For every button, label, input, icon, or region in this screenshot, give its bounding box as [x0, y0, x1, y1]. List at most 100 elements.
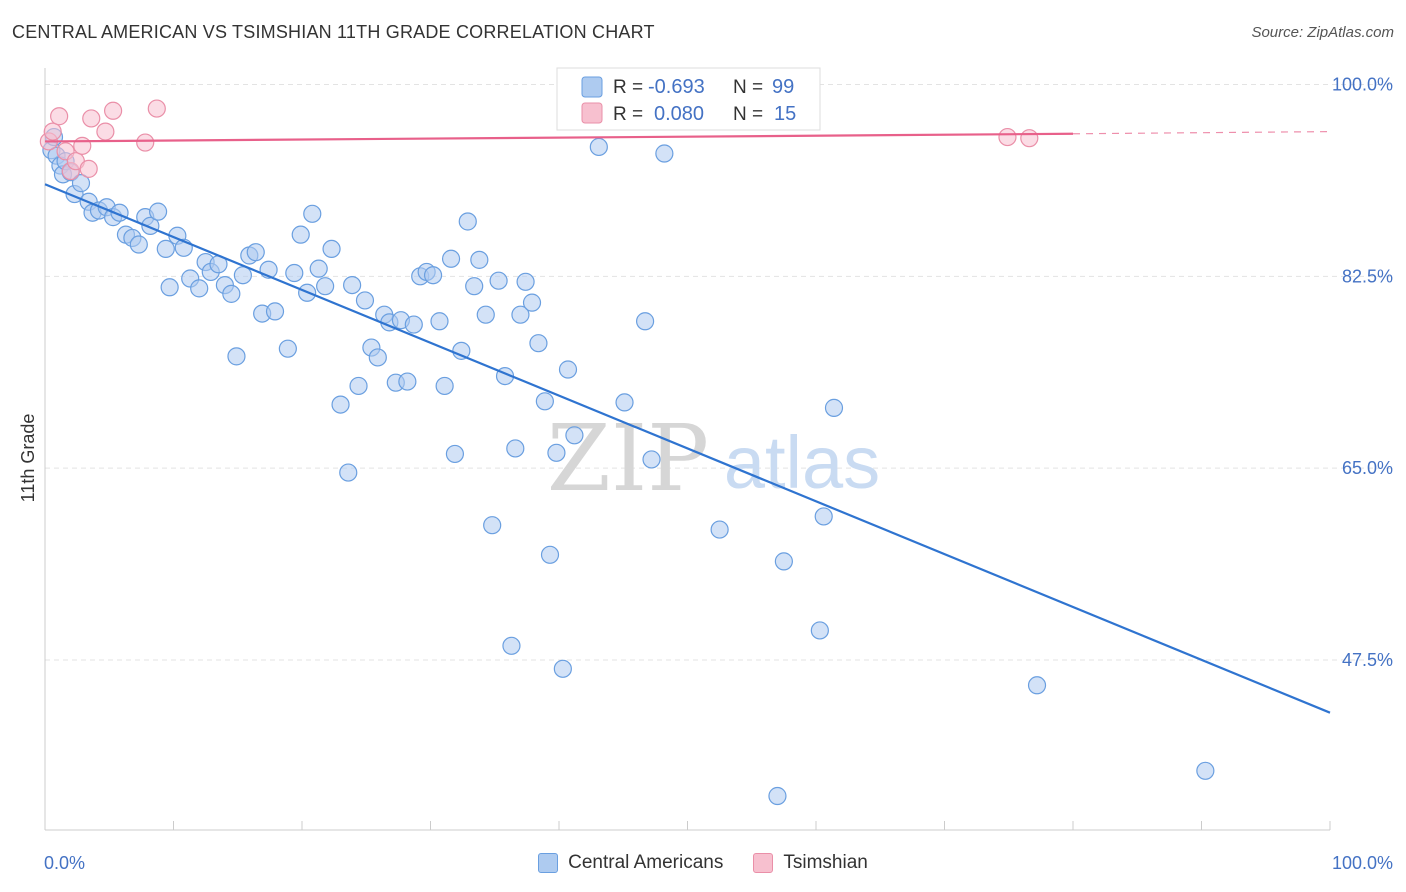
data-point-central-americans	[476, 305, 495, 324]
data-point-central-americans	[430, 312, 449, 331]
data-point-central-americans	[129, 235, 148, 254]
data-point-central-americans	[506, 439, 525, 458]
y-axis-title: 11th Grade	[18, 414, 38, 503]
data-point-central-americans	[278, 339, 297, 358]
data-point-central-americans	[331, 395, 350, 414]
data-point-central-americans	[148, 202, 168, 221]
data-point-central-americans	[309, 259, 328, 278]
x-tick-label: 100.0%	[1332, 853, 1393, 873]
series-tsimshian	[39, 99, 1039, 181]
data-point-central-americans	[489, 271, 508, 290]
data-point-central-americans	[1027, 676, 1047, 695]
legend-label-central-americans: Central Americans	[568, 852, 724, 873]
grid-lines	[45, 83, 1393, 661]
data-point-tsimshian	[998, 127, 1017, 147]
data-point-central-americans	[265, 302, 285, 321]
data-point-central-americans	[435, 376, 454, 396]
data-point-central-americans	[615, 393, 634, 412]
stats-swatch-blue	[581, 76, 603, 98]
data-point-central-americans	[322, 239, 341, 259]
source-label: Source: ZipAtlas.com	[1251, 24, 1394, 41]
data-point-central-americans	[540, 545, 560, 564]
y-tick-labels: 100.0% 82.5% 65.0% 47.5%	[1332, 74, 1393, 670]
bottom-legend: Central Americans Tsimshian	[0, 852, 1406, 874]
data-point-central-americans	[423, 266, 443, 285]
x-tick-label: 0.0%	[44, 853, 85, 873]
data-point-central-americans	[349, 376, 368, 396]
y-tick-label: 100.0%	[1332, 74, 1393, 94]
legend-swatch-pink	[753, 853, 774, 873]
data-point-central-americans	[635, 312, 655, 331]
data-point-central-americans	[156, 239, 175, 259]
data-point-central-americans	[810, 621, 829, 640]
trend-line-central-americans	[44, 183, 1331, 714]
data-point-central-americans	[227, 347, 246, 366]
stats-legend: R = -0.693 N = 99 R = 0.080 N = 15	[556, 67, 821, 131]
data-point-central-americans	[398, 372, 417, 391]
data-point-central-americans	[768, 786, 787, 806]
axes	[44, 68, 1331, 831]
data-point-tsimshian	[43, 122, 62, 141]
data-point-central-americans	[516, 272, 535, 291]
data-point-central-americans	[285, 263, 304, 283]
data-point-tsimshian	[73, 136, 92, 155]
y-tick-label: 65.0%	[1342, 458, 1393, 478]
stats-n-value-2: 15	[774, 103, 796, 125]
chart-title: CENTRAL AMERICAN VS TSIMSHIAN 11TH GRADE…	[12, 22, 655, 42]
data-point-tsimshian	[104, 101, 123, 120]
data-point-tsimshian	[82, 109, 101, 128]
data-point-central-americans	[589, 137, 608, 157]
data-point-central-americans	[465, 277, 484, 296]
y-tick-label: 47.5%	[1342, 650, 1393, 670]
data-point-tsimshian	[1020, 129, 1039, 148]
data-point-tsimshian	[79, 159, 98, 178]
data-point-central-americans	[441, 249, 461, 268]
watermark-atlas: atlas	[724, 421, 880, 504]
data-point-central-americans	[774, 552, 793, 571]
data-point-central-americans	[1196, 761, 1215, 780]
stats-n-label-1: N =	[733, 77, 763, 98]
stats-r-value-2: 0.080	[654, 103, 704, 125]
stats-n-label-2: N =	[733, 104, 763, 125]
data-point-central-americans	[547, 443, 566, 462]
data-point-tsimshian	[136, 133, 155, 152]
stats-r-label-2: R =	[613, 104, 643, 125]
stats-n-value-1: 99	[772, 76, 794, 98]
data-point-central-americans	[522, 293, 542, 312]
legend-item-central-americans[interactable]: Central Americans	[538, 852, 723, 874]
watermark-zip: ZIP	[547, 405, 709, 512]
data-point-central-americans	[814, 507, 833, 526]
data-point-central-americans	[246, 243, 265, 262]
data-point-central-americans	[71, 174, 91, 193]
data-point-central-americans	[368, 348, 387, 367]
trend-line-tsimshian	[44, 132, 1074, 143]
x-tick-labels: 0.0% 100.0%	[44, 853, 1393, 873]
data-point-central-americans	[404, 315, 423, 334]
data-point-central-americans	[343, 275, 362, 295]
legend-item-tsimshian[interactable]: Tsimshian	[753, 852, 868, 874]
data-point-central-americans	[291, 225, 310, 244]
data-point-central-americans	[316, 277, 335, 296]
stats-r-value-1: -0.693	[648, 76, 705, 98]
data-point-central-americans	[470, 250, 489, 269]
data-point-central-americans	[355, 291, 375, 310]
data-point-central-americans	[710, 520, 729, 539]
data-point-central-americans	[529, 334, 548, 353]
data-point-central-americans	[160, 278, 179, 297]
data-point-tsimshian	[96, 122, 115, 141]
data-point-central-americans	[483, 516, 502, 535]
data-point-tsimshian	[50, 107, 69, 126]
data-point-central-americans	[445, 444, 465, 464]
data-point-central-americans	[502, 636, 521, 655]
data-point-central-americans	[222, 284, 241, 303]
data-point-central-americans	[535, 392, 554, 411]
data-point-central-americans	[655, 144, 674, 163]
data-point-central-americans	[558, 360, 578, 379]
data-point-central-americans	[642, 450, 661, 469]
data-point-central-americans	[339, 463, 358, 482]
trend-lines	[44, 130, 1331, 714]
data-point-central-americans	[190, 279, 209, 298]
data-point-central-americans	[824, 398, 844, 417]
data-point-central-americans	[565, 426, 584, 445]
